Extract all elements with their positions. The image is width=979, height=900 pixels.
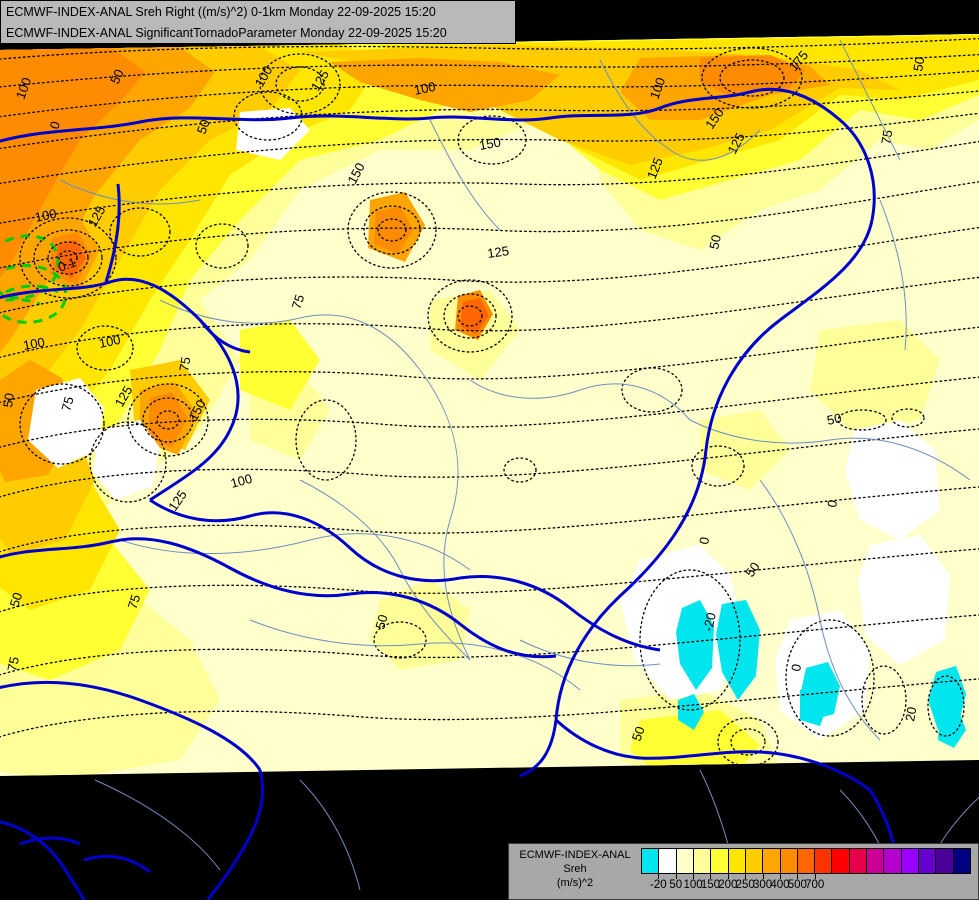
svg-text:100: 100 — [229, 471, 254, 491]
color-swatch-4[interactable] — [711, 849, 729, 873]
svg-text:50: 50 — [107, 67, 127, 86]
color-swatch-8[interactable] — [780, 849, 798, 873]
legend-tick-mark-5 — [745, 874, 747, 879]
svg-text:75: 75 — [289, 293, 308, 311]
svg-text:50: 50 — [372, 613, 390, 631]
legend-tick-label-6: 300 — [752, 879, 773, 891]
svg-text:-20: -20 — [700, 611, 719, 633]
legend-tick-mark-2 — [693, 874, 695, 879]
legend-tick-label-0: -20 — [650, 879, 667, 891]
color-swatch-1[interactable] — [659, 849, 677, 873]
color-swatch-bar[interactable] — [641, 848, 971, 874]
svg-text:20: 20 — [902, 706, 919, 723]
contour-lines — [0, 34, 979, 767]
legend-tick-mark-7 — [779, 874, 781, 879]
color-swatch-15[interactable] — [901, 849, 919, 873]
svg-text:100: 100 — [34, 206, 58, 225]
color-swatch-14[interactable] — [884, 849, 902, 873]
legend-tick-axis: -20 50 100 150 200 250 300 400 500 700 — [641, 874, 971, 898]
svg-text:125: 125 — [486, 243, 510, 261]
title-bar: ECMWF-INDEX-ANAL Sreh Right ((m/s)^2) 0-… — [0, 0, 516, 44]
country-borders — [0, 87, 904, 900]
svg-text:100: 100 — [13, 76, 35, 102]
svg-text:75: 75 — [176, 356, 193, 373]
color-swatch-5[interactable] — [728, 849, 746, 873]
svg-text:0: 0 — [788, 663, 804, 673]
color-swatch-18[interactable] — [953, 849, 970, 873]
color-swatch-7[interactable] — [763, 849, 781, 873]
legend-model: ECMWF-INDEX-ANAL — [519, 849, 631, 861]
svg-text:50: 50 — [826, 410, 843, 428]
svg-text:50: 50 — [629, 724, 648, 743]
legend-tick-label-1: 50 — [669, 879, 683, 891]
svg-text:100: 100 — [98, 332, 122, 351]
legend-units: (m/s)^2 — [556, 877, 594, 889]
legend-caption: ECMWF-INDEX-ANAL Sreh (m/s)^2 — [509, 844, 641, 890]
legend-tick-label-8: 500 — [787, 879, 807, 891]
color-swatch-17[interactable] — [936, 849, 954, 873]
svg-text:100: 100 — [22, 334, 46, 353]
color-swatch-12[interactable] — [849, 849, 868, 873]
legend-tick-mark-9 — [814, 874, 816, 879]
legend-tick-label-5: 250 — [735, 879, 755, 891]
color-swatch-6[interactable] — [745, 849, 764, 873]
legend-tick-label-4: 200 — [718, 879, 738, 891]
color-swatch-13[interactable] — [867, 849, 885, 873]
svg-text:0: 0 — [824, 499, 840, 509]
svg-text:100: 100 — [413, 79, 437, 98]
data-field: 50 100 125 100 50 100 0 150 150 125 100 … — [0, 34, 979, 776]
svg-text:75: 75 — [58, 395, 76, 413]
color-swatch-16[interactable] — [919, 849, 937, 873]
legend-tick-label-2: 100 — [683, 879, 703, 891]
legend-tick-label-7: 400 — [770, 879, 790, 891]
svg-text:75: 75 — [125, 593, 144, 611]
svg-text:0.1: 0.1 — [56, 255, 78, 275]
svg-text:50: 50 — [7, 591, 26, 609]
legend-tick-mark-4 — [727, 874, 729, 879]
svg-text:0: 0 — [696, 536, 712, 546]
color-swatch-3[interactable] — [693, 849, 712, 873]
legend-scale: -20 50 100 150 200 250 300 400 500 700 — [641, 844, 978, 898]
legend-tick-mark-1 — [675, 874, 677, 879]
svg-text:0: 0 — [47, 119, 64, 131]
color-swatch-10[interactable] — [815, 849, 833, 873]
legend-tick-label-9: 700 — [805, 879, 825, 891]
color-swatch-2[interactable] — [676, 849, 694, 873]
title-line-stp: ECMWF-INDEX-ANAL SignificantTornadoParam… — [6, 26, 447, 40]
color-swatch-0[interactable] — [642, 849, 660, 873]
legend-tick-mark-0 — [658, 874, 660, 879]
color-swatch-9[interactable] — [797, 849, 816, 873]
colorbar-legend[interactable]: ECMWF-INDEX-ANAL Sreh (m/s)^2 -20 50 100 15… — [508, 843, 979, 900]
svg-text:75: 75 — [878, 129, 895, 146]
svg-text:50: 50 — [0, 392, 17, 408]
svg-text:50: 50 — [910, 56, 927, 73]
legend-field: Sreh — [563, 863, 587, 875]
svg-text:50: 50 — [706, 233, 724, 250]
legend-tick-mark-3 — [710, 874, 712, 879]
legend-tick-label-3: 150 — [700, 879, 721, 891]
legend-tick-mark-8 — [797, 874, 799, 879]
svg-text:100: 100 — [647, 76, 669, 102]
legend-tick-mark-6 — [762, 874, 764, 879]
svg-text:150: 150 — [478, 134, 502, 153]
svg-text:75: 75 — [4, 655, 22, 672]
color-swatch-11[interactable] — [832, 849, 850, 873]
svg-text:50: 50 — [194, 117, 213, 136]
svg-text:50: 50 — [742, 559, 763, 579]
title-line-sreh: ECMWF-INDEX-ANAL Sreh Right ((m/s)^2) 0-… — [6, 5, 436, 19]
